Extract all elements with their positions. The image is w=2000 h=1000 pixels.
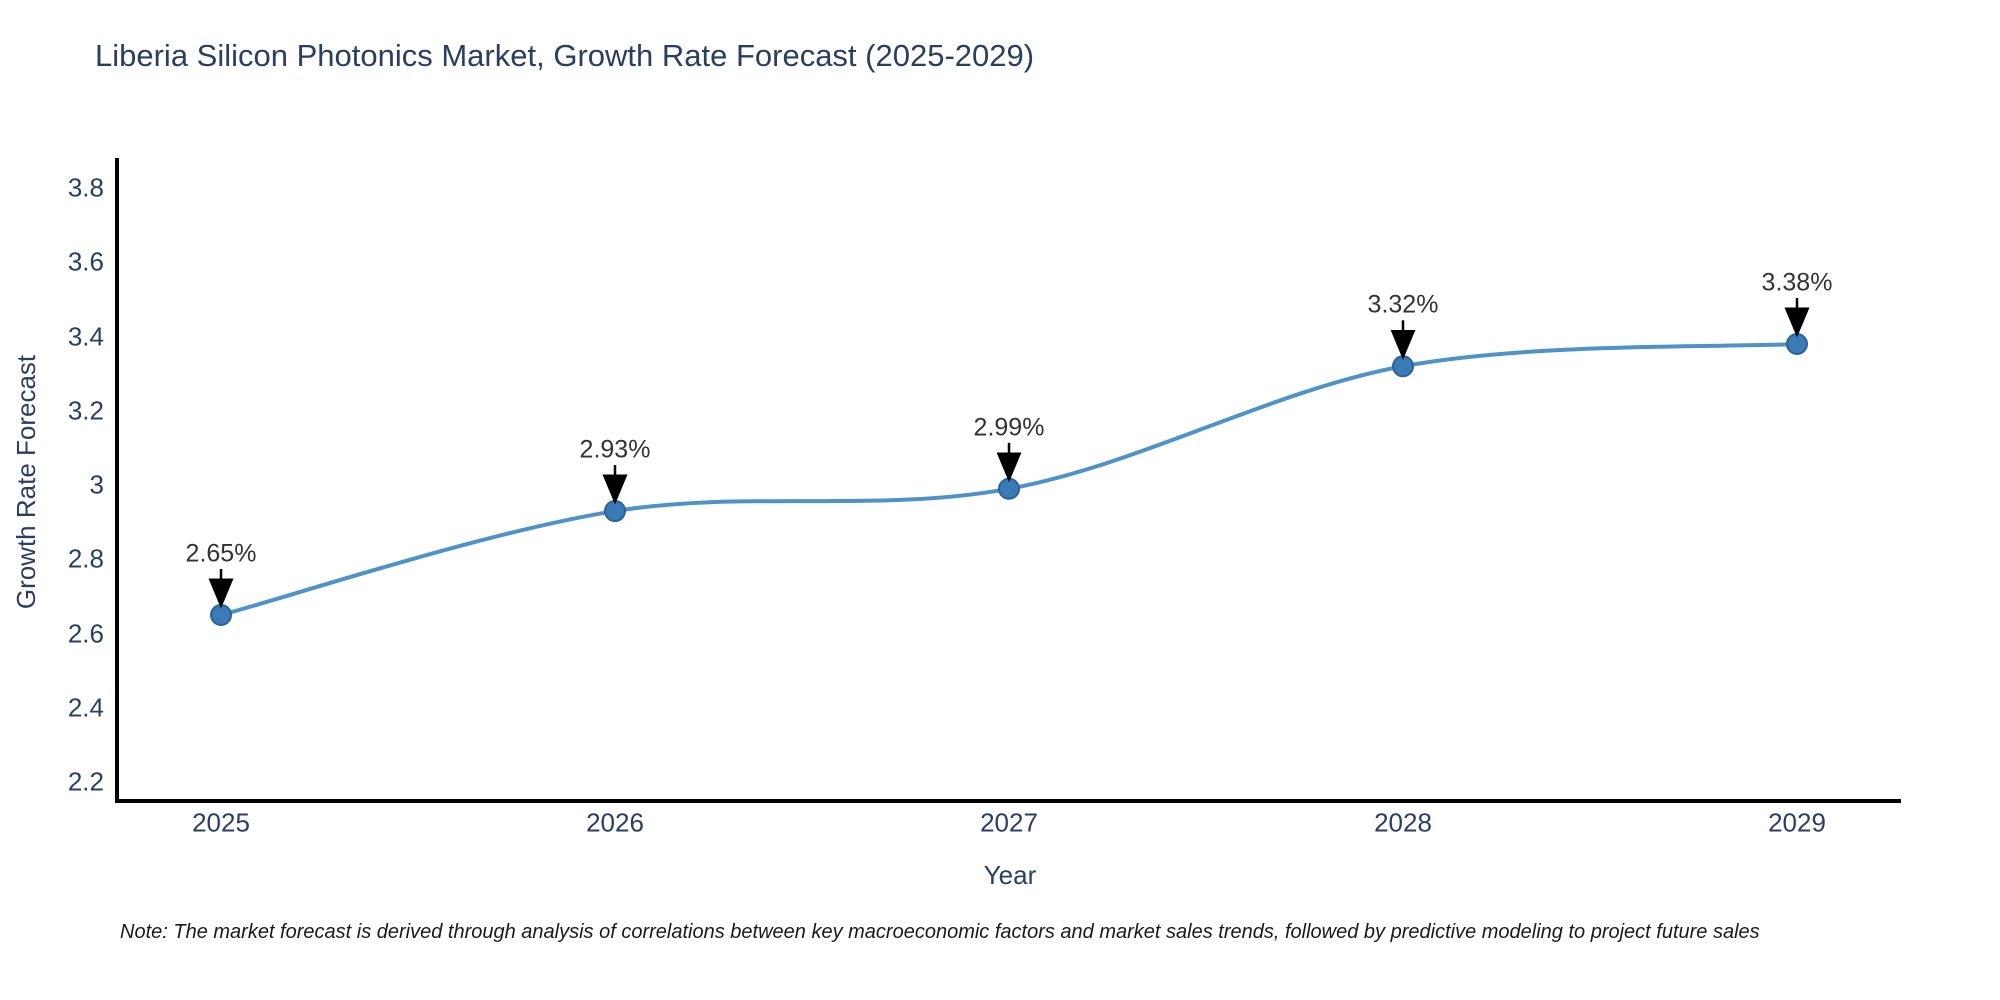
x-tick-label: 2025 — [192, 807, 250, 838]
data-point-2028 — [1392, 355, 1414, 378]
data-point-2029 — [1786, 332, 1808, 355]
data-point-2025 — [210, 604, 232, 627]
y-tick-label: 2.4 — [67, 692, 104, 723]
point-value-label: 2.65% — [185, 539, 257, 568]
y-tick-label: 3.6 — [67, 246, 104, 277]
data-point-2026 — [604, 500, 626, 523]
x-axis-title: Year — [983, 860, 1037, 890]
y-tick-label: 3.8 — [67, 172, 104, 203]
data-point-2027 — [998, 477, 1020, 500]
chart-title: Liberia Silicon Photonics Market, Growth… — [95, 38, 1035, 73]
x-tick-label: 2027 — [980, 807, 1038, 838]
y-tick-label: 3.4 — [67, 321, 104, 352]
axes-lines — [115, 158, 1901, 803]
point-value-label: 3.32% — [1367, 290, 1439, 319]
y-tick-label: 2.8 — [67, 543, 104, 574]
point-value-label: 2.99% — [973, 413, 1045, 442]
x-tick-label: 2026 — [586, 807, 644, 838]
y-tick-label: 2.6 — [67, 618, 104, 649]
y-tick-label: 3 — [89, 469, 104, 500]
x-tick-label: 2029 — [1768, 807, 1826, 838]
point-value-label: 2.93% — [579, 435, 651, 464]
point-value-label: 3.38% — [1761, 268, 1833, 297]
footnote: Note: The market forecast is derived thr… — [120, 921, 1760, 943]
x-tick-label: 2028 — [1374, 807, 1432, 838]
y-tick-label: 3.2 — [67, 395, 104, 426]
y-tick-label: 2.2 — [67, 766, 104, 797]
